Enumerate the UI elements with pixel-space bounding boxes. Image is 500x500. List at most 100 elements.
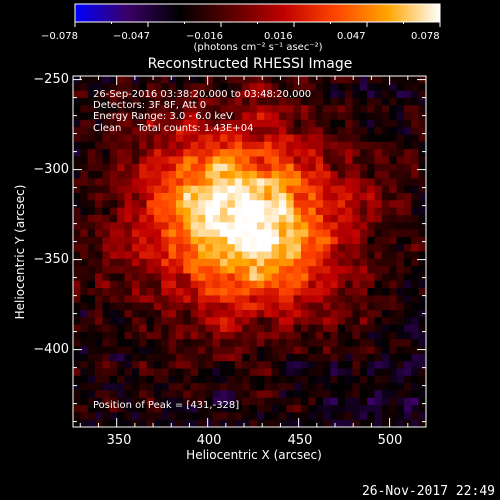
heatmap-cell bbox=[205, 251, 214, 260]
heatmap-cell bbox=[87, 273, 96, 282]
heatmap-cell bbox=[264, 127, 273, 136]
heatmap-cell bbox=[308, 288, 317, 296]
heatmap-cell bbox=[198, 280, 206, 289]
heatmap-cell bbox=[330, 97, 339, 106]
heatmap-cell bbox=[330, 83, 339, 92]
plot-frame bbox=[72, 75, 427, 428]
heatmap-cell bbox=[109, 302, 118, 311]
heatmap-cell bbox=[345, 280, 354, 289]
heatmap-cell bbox=[308, 412, 317, 421]
heatmap-cell bbox=[95, 419, 104, 427]
heatmap-cell bbox=[109, 149, 118, 158]
heatmap-cell bbox=[139, 193, 148, 201]
heatmap-cell bbox=[102, 288, 111, 296]
heatmap-cell bbox=[198, 368, 206, 377]
heatmap-cell bbox=[286, 244, 295, 253]
heatmap-cell bbox=[242, 405, 251, 413]
heatmap-cell bbox=[87, 331, 96, 340]
heatmap-cell bbox=[286, 222, 295, 231]
heatmap-cell bbox=[330, 156, 339, 165]
heatmap-cell bbox=[367, 405, 376, 413]
heatmap-cell bbox=[315, 229, 324, 238]
heatmap-cell bbox=[190, 178, 199, 187]
heatmap-cell bbox=[411, 368, 420, 377]
heatmap-cell bbox=[345, 361, 354, 370]
heatmap-cell bbox=[146, 368, 155, 377]
heatmap-cell bbox=[131, 185, 140, 194]
heatmap-cell bbox=[411, 171, 420, 179]
colorbar-tick-label: −0.047 bbox=[113, 31, 150, 42]
heatmap-cell bbox=[249, 134, 258, 143]
heatmap-cell bbox=[212, 200, 221, 209]
heatmap-cell bbox=[330, 222, 339, 231]
heatmap-cell bbox=[102, 331, 111, 340]
heatmap-cell bbox=[102, 97, 111, 106]
heatmap-cell bbox=[300, 280, 309, 289]
heatmap-cell bbox=[249, 141, 258, 150]
heatmap-cell bbox=[264, 353, 273, 362]
heatmap-cell bbox=[286, 353, 295, 362]
heatmap-cell bbox=[220, 331, 229, 340]
heatmap-cell bbox=[139, 419, 148, 427]
heatmap-cell bbox=[102, 302, 111, 311]
heatmap-cell bbox=[293, 185, 302, 194]
heatmap-cell bbox=[175, 331, 184, 340]
heatmap-cell bbox=[308, 266, 317, 275]
heatmap-cell bbox=[139, 119, 148, 128]
heatmap-cell bbox=[190, 236, 199, 245]
heatmap-cell bbox=[264, 185, 273, 194]
heatmap-cell bbox=[418, 127, 426, 136]
heatmap-cell bbox=[308, 156, 317, 165]
heatmap-cell bbox=[183, 339, 192, 348]
heatmap-cell bbox=[411, 412, 420, 421]
heatmap-cell bbox=[367, 317, 376, 326]
heatmap-cell bbox=[139, 288, 148, 296]
heatmap-cell bbox=[323, 266, 331, 275]
heatmap-cell bbox=[374, 288, 383, 296]
heatmap-cell bbox=[278, 76, 287, 84]
heatmap-cell bbox=[308, 339, 317, 348]
heatmap-cell bbox=[212, 251, 221, 260]
heatmap-cell bbox=[256, 266, 265, 275]
heatmap-cell bbox=[293, 149, 302, 158]
heatmap-cell bbox=[95, 105, 104, 114]
heatmap-cell bbox=[153, 105, 162, 114]
heatmap-cell bbox=[271, 236, 280, 245]
heatmap-cell bbox=[73, 266, 81, 275]
heatmap-cell bbox=[300, 251, 309, 260]
heatmap-cell bbox=[175, 214, 184, 223]
heatmap-cell bbox=[102, 295, 111, 304]
heatmap-cell bbox=[102, 280, 111, 289]
heatmap-cell bbox=[345, 405, 354, 413]
heatmap-cell bbox=[227, 295, 236, 304]
heatmap-cell bbox=[80, 149, 89, 158]
heatmap-cell bbox=[264, 236, 273, 245]
heatmap-cell bbox=[323, 419, 331, 427]
heatmap-cell bbox=[256, 83, 265, 92]
heatmap-cell bbox=[124, 119, 133, 128]
heatmap-cell bbox=[345, 105, 354, 114]
heatmap-cell bbox=[418, 419, 426, 427]
heatmap-cell bbox=[161, 339, 170, 348]
heatmap-cell bbox=[183, 90, 192, 99]
heatmap-cell bbox=[300, 156, 309, 165]
heatmap-cell bbox=[256, 405, 265, 413]
heatmap-cell bbox=[205, 317, 214, 326]
heatmap-cell bbox=[323, 141, 331, 150]
heatmap-cell bbox=[234, 324, 243, 333]
heatmap-cell bbox=[198, 83, 206, 92]
heatmap-cell bbox=[271, 90, 280, 99]
heatmap-cell bbox=[109, 339, 118, 348]
heatmap-cell bbox=[345, 258, 354, 267]
heatmap-cell bbox=[139, 258, 148, 267]
heatmap-cell bbox=[293, 251, 302, 260]
heatmap-cell bbox=[381, 119, 390, 128]
heatmap-cell bbox=[359, 280, 368, 289]
heatmap-cell bbox=[198, 90, 206, 99]
heatmap-cell bbox=[300, 324, 309, 333]
heatmap-cell bbox=[337, 324, 346, 333]
heatmap-cell bbox=[146, 105, 155, 114]
heatmap-cell bbox=[102, 90, 111, 99]
heatmap-cell bbox=[227, 280, 236, 289]
heatmap-cell bbox=[352, 112, 361, 121]
